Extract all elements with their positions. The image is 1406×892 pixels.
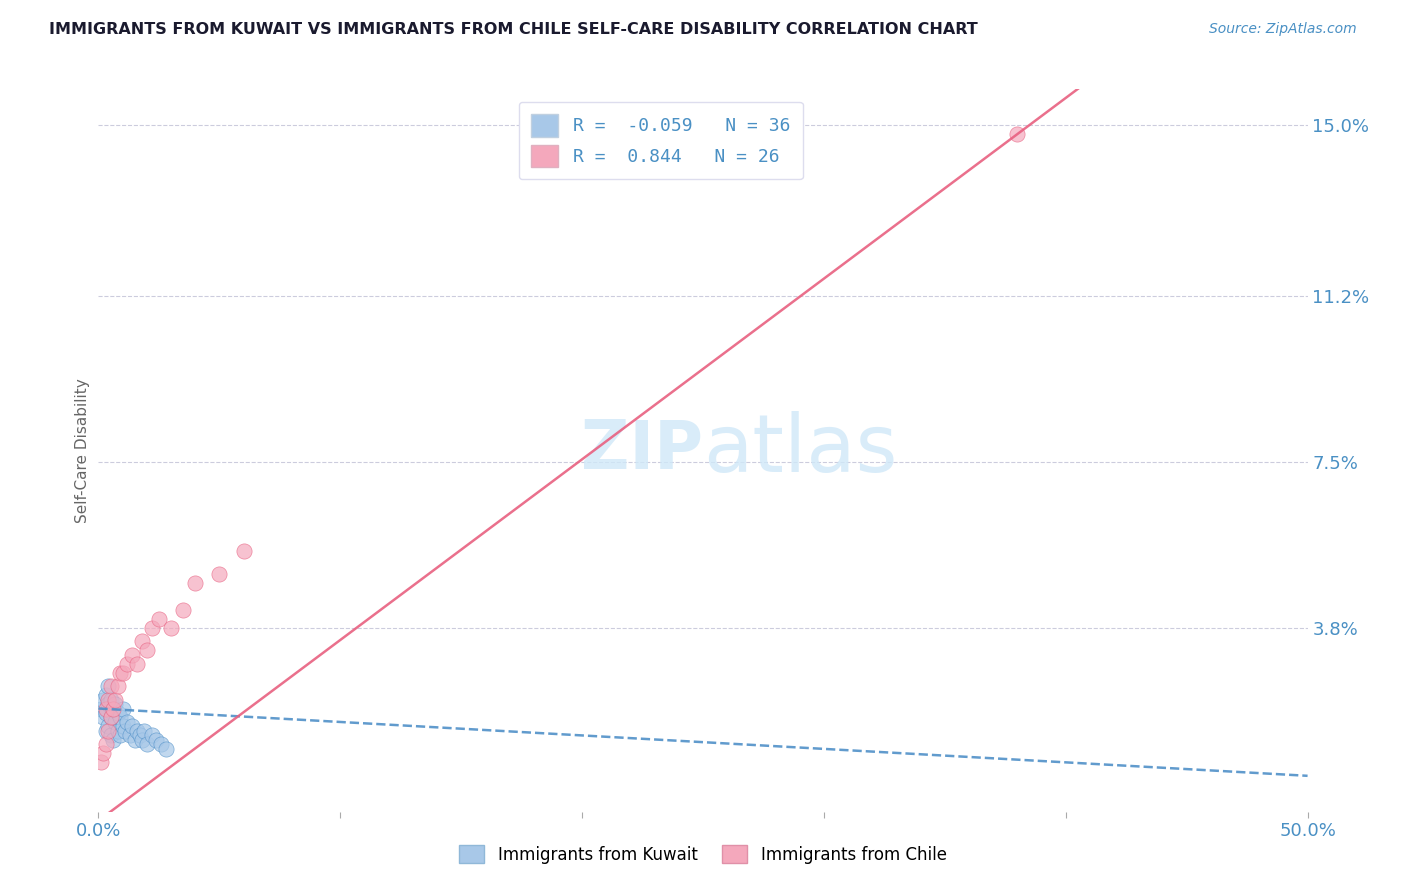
Point (131, 733, 153, 747)
Point (97, 679, 120, 693)
Text: atlas: atlas (703, 411, 897, 490)
Point (150, 738, 173, 752)
Point (128, 728, 150, 742)
Point (94, 688, 117, 702)
Point (100, 710, 122, 724)
Point (104, 692, 127, 706)
Point (172, 603, 194, 617)
Point (101, 701, 124, 715)
Point (107, 723, 129, 738)
Point (91, 692, 114, 706)
Point (94, 706, 117, 720)
Point (118, 728, 141, 742)
Point (94, 701, 117, 715)
Text: Source: ZipAtlas.com: Source: ZipAtlas.com (1209, 22, 1357, 37)
Point (101, 733, 124, 747)
Point (97, 719, 120, 733)
Point (131, 634, 153, 648)
Legend: R =  -0.059   N = 36, R =  0.844   N = 26: R = -0.059 N = 36, R = 0.844 N = 26 (519, 102, 803, 179)
Point (155, 742, 177, 756)
Point (97, 692, 120, 706)
Point (127, 723, 149, 738)
Point (104, 697, 127, 711)
Point (160, 621, 183, 635)
Point (90, 701, 112, 715)
Point (135, 643, 157, 657)
Point (135, 738, 157, 752)
Point (107, 679, 129, 693)
Point (141, 621, 163, 635)
Point (134, 723, 156, 738)
Point (108, 728, 131, 742)
Point (107, 706, 129, 720)
Point (100, 692, 122, 706)
Point (1007, 127, 1029, 141)
Point (91, 710, 114, 724)
Point (101, 701, 124, 715)
Point (111, 719, 134, 733)
Point (124, 733, 146, 747)
Point (94, 723, 117, 738)
Text: ZIP: ZIP (581, 417, 703, 483)
Point (121, 719, 143, 733)
Point (91, 747, 114, 761)
Point (100, 679, 122, 693)
Point (104, 714, 127, 729)
Point (90, 756, 112, 770)
Point (97, 723, 120, 738)
Point (117, 714, 139, 729)
Text: IMMIGRANTS FROM KUWAIT VS IMMIGRANTS FROM CHILE SELF-CARE DISABILITY CORRELATION: IMMIGRANTS FROM KUWAIT VS IMMIGRANTS FRO… (49, 22, 979, 37)
Point (208, 566, 231, 581)
Point (97, 697, 120, 711)
Point (111, 701, 134, 715)
Point (117, 657, 139, 671)
Point (184, 575, 207, 590)
Point (108, 665, 131, 680)
Point (148, 612, 170, 626)
Point (94, 738, 117, 752)
Point (141, 728, 163, 742)
Point (127, 657, 149, 671)
Point (145, 733, 167, 747)
Point (100, 710, 122, 724)
Legend: Immigrants from Kuwait, Immigrants from Chile: Immigrants from Kuwait, Immigrants from … (453, 838, 953, 871)
Point (232, 544, 254, 558)
Point (114, 723, 136, 738)
Point (111, 665, 134, 680)
Point (108, 710, 131, 724)
Point (100, 728, 122, 742)
Point (121, 648, 143, 662)
Y-axis label: Self-Care Disability: Self-Care Disability (75, 378, 90, 523)
